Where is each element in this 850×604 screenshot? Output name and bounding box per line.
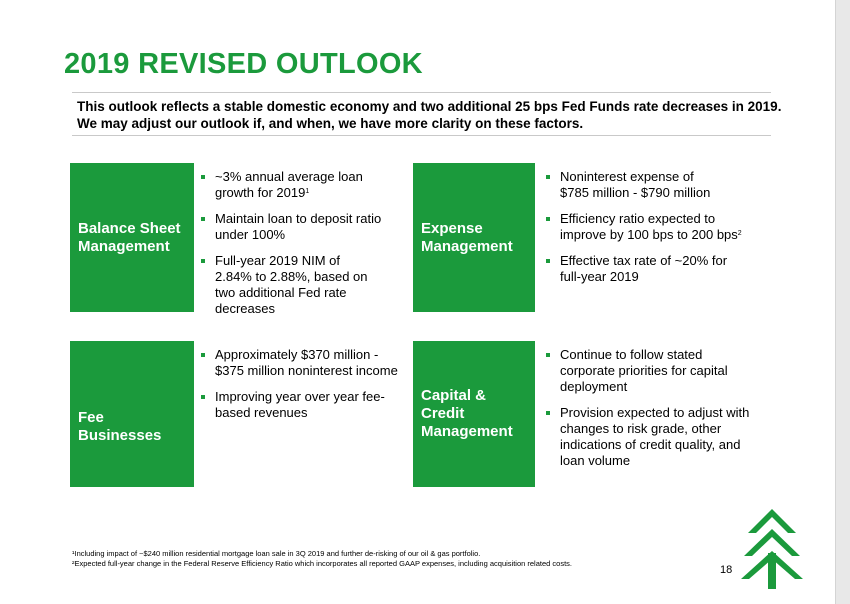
footnote-ref: 2 <box>737 230 742 237</box>
heading-line: Management <box>421 423 513 440</box>
bullet-text: Noninterest expense of <box>560 169 694 184</box>
bullet-item: Continue to follow stated corporate prio… <box>546 347 749 395</box>
bullet-item: Noninterest expense of $785 million - $7… <box>546 169 742 201</box>
bullet-text: $375 million noninterest income <box>215 363 398 378</box>
bullet-text-part: improve by 100 bps to 200 bps <box>560 227 738 242</box>
bullet-text: improve by 100 bps to 200 bps2 <box>560 227 742 243</box>
fee-bullets: Approximately $370 million - $375 millio… <box>201 347 398 431</box>
bullet-item: Provision expected to adjust with change… <box>546 405 749 469</box>
bullet-text: changes to risk grade, other <box>560 421 722 436</box>
bullet-text: growth for 20191 <box>215 185 381 201</box>
heading-line: Fee <box>78 409 104 426</box>
bullet-text: $785 million - $790 million <box>560 185 711 200</box>
expense-bullets: Noninterest expense of $785 million - $7… <box>546 169 742 295</box>
bullet-text: indications of credit quality, and <box>560 437 741 452</box>
bullet-text: Full-year 2019 NIM of <box>215 253 340 268</box>
bullet-text: Improving year over year fee- <box>215 389 385 404</box>
bullet-text: Maintain loan to deposit ratio <box>215 211 382 226</box>
bullet-text: corporate priorities for capital <box>560 363 728 378</box>
bullet-text: Effective tax rate of ~20% for <box>560 253 728 268</box>
bullet-text: deployment <box>560 379 628 394</box>
heading-line: Management <box>421 237 513 255</box>
scrollbar[interactable] <box>835 0 850 604</box>
footnote-ref: 1 <box>305 188 310 195</box>
expense-heading: Expense Management <box>413 163 535 312</box>
tree-logo-icon <box>741 509 803 589</box>
heading-line: Businesses <box>78 427 162 444</box>
capital-heading: Capital & Credit Management <box>413 341 535 487</box>
bullet-item: Maintain loan to deposit ratio under 100… <box>201 211 381 243</box>
footnote: ²Expected full-year change in the Federa… <box>72 559 572 568</box>
bullet-item: Efficiency ratio expected to improve by … <box>546 211 742 243</box>
bullet-text: Approximately $370 million - <box>215 347 379 362</box>
bullet-item: Approximately $370 million - $375 millio… <box>201 347 398 379</box>
intro-line: We may adjust our outlook if, and when, … <box>77 116 584 131</box>
heading-line: Management <box>78 237 170 255</box>
intro-statement: This outlook reflects a stable domestic … <box>72 92 782 136</box>
heading-line: Expense <box>421 219 483 237</box>
intro-line: This outlook reflects a stable domestic … <box>77 99 782 114</box>
page-title: 2019 REVISED OUTLOOK <box>64 48 423 80</box>
bullet-text: Continue to follow stated <box>560 347 703 362</box>
bullet-item: ~3% annual average loan growth for 20191 <box>201 169 381 201</box>
bullet-item: Effective tax rate of ~20% for full-year… <box>546 253 742 285</box>
bullet-text-part: growth for 2019 <box>215 185 306 200</box>
bullet-text: two additional Fed rate <box>215 285 347 300</box>
page-number: 18 <box>720 564 733 576</box>
bullet-text: 2.84% to 2.88%, based on <box>215 269 368 284</box>
footnote: ¹Including impact of ~$240 million resid… <box>72 549 481 558</box>
bullet-item: Improving year over year fee- based reve… <box>201 389 398 421</box>
bullet-text: decreases <box>215 301 275 316</box>
bullet-text: based revenues <box>215 405 308 420</box>
bullet-text: under 100% <box>215 227 286 242</box>
bullet-text: loan volume <box>560 453 631 468</box>
heading-line: Credit <box>421 405 465 422</box>
capital-bullets: Continue to follow stated corporate prio… <box>546 347 749 479</box>
bullet-text: ~3% annual average loan <box>215 169 363 184</box>
bullet-text: Efficiency ratio expected to <box>560 211 716 226</box>
heading-line: Balance Sheet <box>78 219 181 237</box>
bullet-text: full-year 2019 <box>560 269 639 284</box>
balance-sheet-heading: Balance Sheet Management <box>70 163 194 312</box>
balance-sheet-bullets: ~3% annual average loan growth for 20191… <box>201 169 381 327</box>
bullet-item: Full-year 2019 NIM of 2.84% to 2.88%, ba… <box>201 253 381 317</box>
fee-heading: Fee Businesses <box>70 341 194 487</box>
bullet-text: Provision expected to adjust with <box>560 405 750 420</box>
heading-line: Capital & <box>421 387 487 404</box>
footnotes: ¹Including impact of ~$240 million resid… <box>72 549 572 569</box>
